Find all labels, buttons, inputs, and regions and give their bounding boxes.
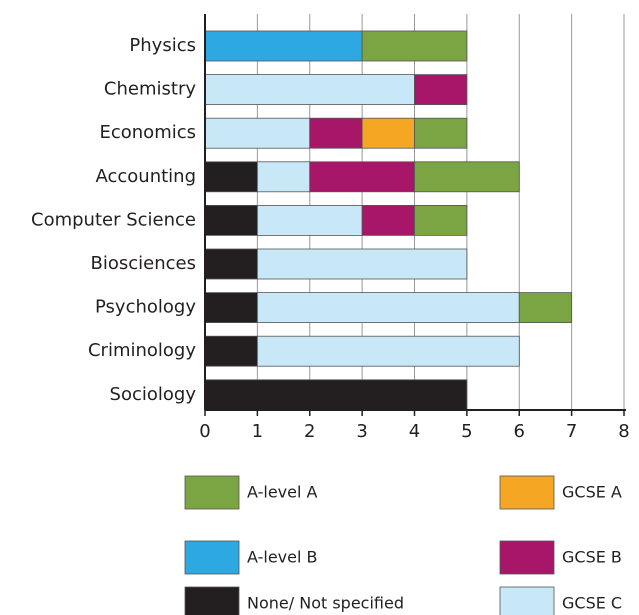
x-tick-label: 5 [461,421,472,442]
bar-segment [518,292,573,324]
bar-segment [256,292,520,324]
bar-segment [414,161,520,193]
bar-segment [256,161,311,193]
x-tick-label: 2 [304,421,315,442]
y-tick-label: Biosciences [91,253,196,274]
y-tick-label: Computer Science [31,209,196,230]
bar-segment [361,204,415,236]
bar-segment [256,248,468,280]
y-tick-label: Economics [99,122,196,143]
bar-segment [256,335,520,367]
y-tick-label: Sociology [110,384,197,405]
bar-segment [414,117,468,149]
bar-segment [204,292,258,324]
bar-segment [204,74,415,105]
bar-segment [361,117,415,149]
y-tick-label: Psychology [95,297,196,318]
legend-label: GCSE B [562,548,622,567]
x-tick-label: 1 [252,421,263,442]
bar-segment [204,30,363,62]
legend-swatch [184,475,240,510]
x-tick-label: 3 [356,421,367,442]
y-tick-label: Criminology [88,340,196,361]
legend-swatch [499,586,555,615]
y-tick-label: Accounting [95,166,196,187]
legend-swatch [499,540,555,575]
bar-segment [414,204,468,236]
legend-swatch [184,586,240,615]
bar-segment [414,74,468,105]
bar-segment [256,204,363,236]
legend-swatch [499,475,555,510]
bar-segment [204,248,258,280]
bar-segment [204,204,258,236]
y-tick-label: Chemistry [104,79,196,100]
bar-segment [204,117,311,149]
bar-segment [204,161,258,193]
legend-label: A-level A [247,483,318,502]
legend-label: A-level B [247,548,317,567]
legend-label: GCSE A [562,483,622,502]
x-tick-label: 7 [566,421,577,442]
x-tick-label: 4 [409,421,420,442]
y-tick-label: Physics [129,35,196,56]
bar-segment [309,161,415,193]
bar-segment [204,379,468,411]
x-tick-label: 6 [514,421,525,442]
legend-swatch [184,540,240,575]
legend-label: GCSE C [562,594,622,613]
x-tick-label: 8 [618,421,629,442]
bar-segment [204,335,258,367]
x-tick-label: 0 [199,421,210,442]
legend-label: None/ Not specified [247,594,404,613]
bar-segment [309,117,363,149]
bar-segment [361,30,468,62]
